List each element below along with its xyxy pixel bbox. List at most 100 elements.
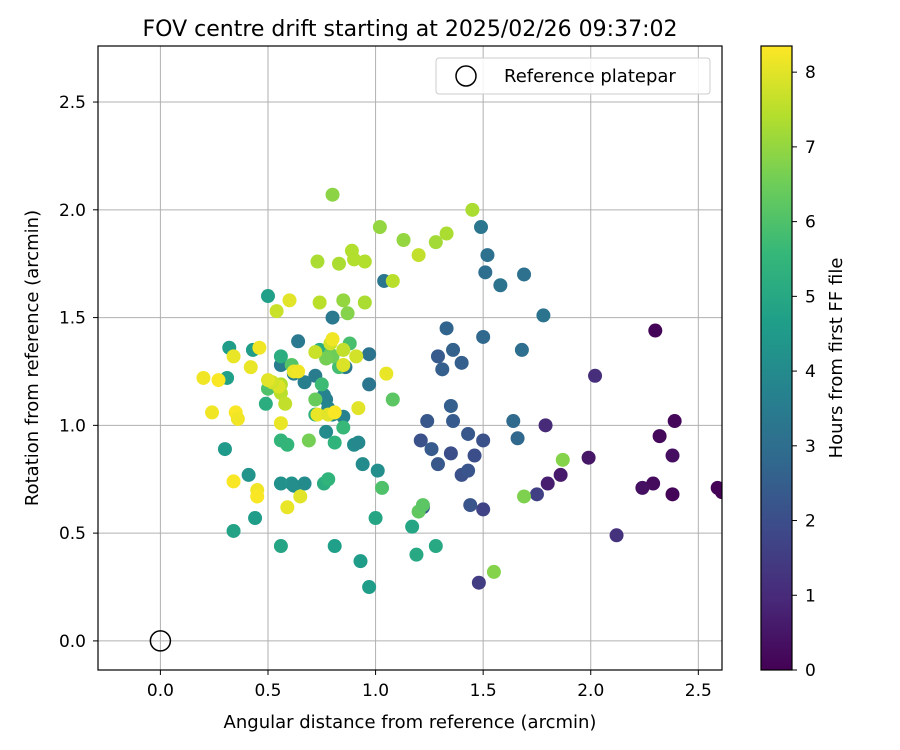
data-point — [405, 519, 420, 534]
legend-box — [435, 57, 711, 95]
data-point — [327, 405, 342, 420]
data-point — [248, 511, 263, 526]
legend: Reference platepar — [435, 57, 711, 95]
data-point — [665, 487, 680, 502]
data-point — [538, 418, 553, 433]
data-point — [409, 547, 424, 562]
colorbar-tick-label: 5 — [805, 287, 816, 307]
data-point — [362, 580, 377, 595]
x-tick-label: 2.0 — [577, 681, 604, 701]
data-point — [424, 442, 439, 457]
data-point — [385, 273, 400, 288]
data-point — [278, 396, 293, 411]
data-point — [476, 329, 491, 344]
data-point — [446, 342, 461, 357]
data-point — [325, 187, 340, 202]
data-point — [480, 248, 495, 263]
data-point — [439, 226, 454, 241]
data-point — [430, 457, 445, 472]
data-point — [609, 528, 624, 543]
data-point — [314, 377, 329, 392]
x-axis-ticks: 0.0 0.5 1.0 1.5 2.0 2.5 — [147, 670, 712, 701]
data-point — [286, 478, 301, 493]
data-point — [443, 446, 458, 461]
data-point — [413, 433, 428, 448]
chart-title: FOV centre drift starting at 2025/02/26 … — [143, 17, 678, 42]
y-axis-label: Rotation from reference (arcmin) — [22, 210, 43, 506]
data-point — [243, 360, 258, 375]
data-point — [411, 248, 426, 263]
data-point — [517, 489, 532, 504]
data-point — [250, 489, 265, 504]
legend-label: Reference platepar — [504, 66, 676, 87]
data-point — [362, 347, 377, 362]
data-point — [258, 396, 273, 411]
y-axis-ticks: 0.0 0.5 1.0 1.5 2.0 2.5 — [59, 93, 98, 652]
colorbar-gradient — [761, 46, 792, 670]
data-point — [443, 398, 458, 413]
data-point — [368, 511, 383, 526]
data-point — [347, 252, 362, 267]
data-point — [428, 539, 443, 554]
data-point — [379, 366, 394, 381]
data-point — [454, 355, 469, 370]
reference-platepar-marker — [149, 630, 172, 652]
data-point — [349, 349, 364, 364]
data-point — [273, 476, 288, 491]
colorbar-tick-label: 6 — [805, 213, 816, 233]
data-point — [336, 342, 351, 357]
data-point — [351, 435, 366, 450]
data-point — [310, 407, 325, 422]
data-point — [372, 220, 387, 235]
data-point — [325, 332, 340, 347]
x-tick-label: 2.5 — [685, 681, 712, 701]
data-point — [211, 373, 226, 388]
data-point — [415, 498, 430, 513]
colorbar-ticks: 0 1 2 3 4 5 6 7 8 — [792, 63, 816, 681]
data-point — [529, 487, 544, 502]
data-point — [667, 414, 682, 429]
colorbar-frame — [760, 45, 793, 671]
data-point — [439, 321, 454, 336]
data-point — [230, 411, 245, 426]
legend-reference-marker — [455, 65, 477, 87]
y-tick-label: 0.0 — [59, 632, 86, 652]
colorbar-tick-label: 1 — [805, 586, 816, 606]
data-point — [506, 414, 521, 429]
data-point — [351, 401, 366, 416]
colorbar: 0 1 2 3 4 5 6 7 8 Hours from first FF file — [760, 45, 847, 681]
data-point — [357, 295, 372, 310]
y-tick-label: 1.0 — [59, 416, 86, 436]
data-point — [327, 539, 342, 554]
data-point — [474, 220, 489, 235]
x-tick-label: 0.0 — [147, 681, 174, 701]
data-point — [581, 450, 596, 465]
colorbar-tick-label: 0 — [805, 661, 816, 681]
data-point — [319, 424, 334, 439]
colorbar-tick-label: 8 — [805, 63, 816, 83]
data-point — [540, 476, 555, 491]
data-point — [241, 467, 256, 482]
data-point — [297, 476, 312, 491]
data-point — [476, 502, 491, 517]
data-point — [308, 392, 323, 407]
data-point — [476, 433, 491, 448]
data-point — [435, 362, 450, 377]
data-point — [301, 433, 316, 448]
data-point — [321, 472, 336, 487]
data-point — [280, 500, 295, 515]
data-point — [273, 539, 288, 554]
x-tick-label: 1.5 — [470, 681, 497, 701]
data-point — [196, 370, 211, 385]
data-point — [536, 308, 551, 323]
data-point — [260, 289, 275, 304]
data-point — [273, 416, 288, 431]
data-point — [665, 448, 680, 463]
data-point — [336, 358, 351, 373]
data-point — [353, 554, 368, 569]
data-point — [357, 254, 372, 269]
data-point — [375, 480, 390, 495]
data-point — [355, 457, 370, 472]
data-point — [555, 452, 570, 467]
